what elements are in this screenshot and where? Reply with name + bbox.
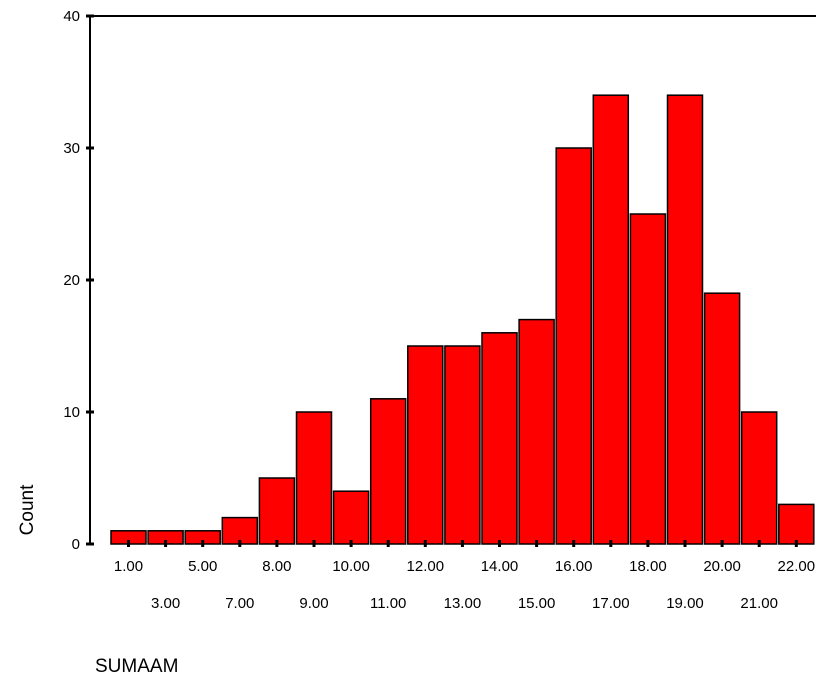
y-tick-label: 30 <box>63 140 80 157</box>
x-tick-label: 18.00 <box>629 558 667 575</box>
x-tick-label: 9.00 <box>299 595 328 612</box>
bar <box>666 94 704 545</box>
bar <box>555 147 592 545</box>
x-tick-label: 10.00 <box>332 558 370 575</box>
x-axis: 1.00 3.00 5.00 7.00 8.00 9.00 10.00 11.00 12.00 1… <box>114 540 815 612</box>
bar <box>592 94 630 545</box>
bar <box>295 411 333 545</box>
bars-group <box>110 94 815 545</box>
x-tick-label: 14.00 <box>481 558 519 575</box>
x-tick-label: 20.00 <box>703 558 741 575</box>
y-axis: 0 10 20 30 40 <box>63 8 94 553</box>
y-tick-label: 20 <box>63 272 80 289</box>
y-tick-label: 10 <box>63 404 80 421</box>
x-tick-label: 7.00 <box>225 595 254 612</box>
x-tick-label: 1.00 <box>114 558 143 575</box>
x-axis-title: SUMAAM <box>95 656 178 675</box>
x-tick-label: 17.00 <box>592 595 630 612</box>
x-tick-label: 21.00 <box>740 595 778 612</box>
bar <box>407 345 444 545</box>
x-tick-label: 12.00 <box>407 558 445 575</box>
x-tick-label: 15.00 <box>518 595 556 612</box>
x-tick-label: 11.00 <box>370 595 406 612</box>
y-axis-title: Count <box>17 484 38 535</box>
bar <box>778 503 815 545</box>
bar <box>629 213 667 545</box>
x-tick-label: 16.00 <box>555 558 593 575</box>
bar <box>332 490 370 545</box>
x-tick-label: 5.00 <box>188 558 217 575</box>
bar <box>258 477 296 545</box>
y-tick-label: 40 <box>63 8 80 25</box>
x-tick-label: 22.00 <box>778 558 816 575</box>
bar <box>481 332 518 545</box>
bar <box>740 411 778 545</box>
bar <box>518 318 555 545</box>
bar <box>221 516 259 545</box>
bar <box>369 398 407 545</box>
x-tick-label: 19.00 <box>666 595 704 612</box>
bar <box>444 345 481 545</box>
x-tick-label: 3.00 <box>151 595 180 612</box>
bar <box>703 292 741 545</box>
y-tick-label: 0 <box>72 536 80 553</box>
x-tick-label: 13.00 <box>444 595 482 612</box>
x-tick-label: 8.00 <box>262 558 291 575</box>
